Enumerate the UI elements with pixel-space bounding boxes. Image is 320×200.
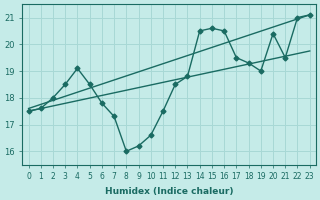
X-axis label: Humidex (Indice chaleur): Humidex (Indice chaleur) [105, 187, 233, 196]
